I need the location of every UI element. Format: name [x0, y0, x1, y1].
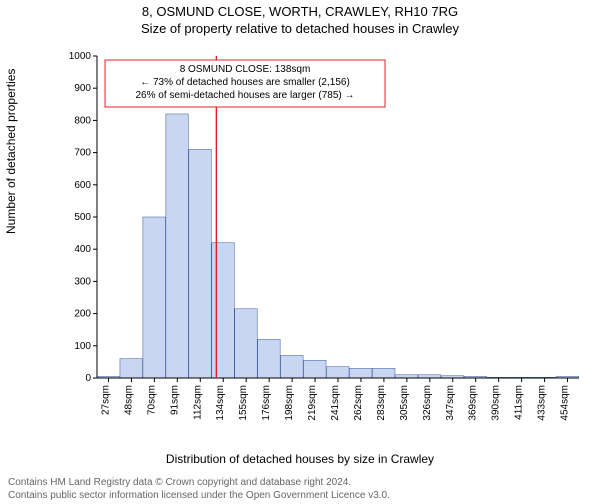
- x-tick-label: 176sqm: [261, 385, 272, 421]
- x-tick-label: 48sqm: [123, 385, 134, 415]
- x-tick-label: 27sqm: [100, 385, 111, 415]
- x-tick-label: 241sqm: [330, 385, 341, 421]
- x-tick-label: 198sqm: [284, 385, 295, 421]
- histogram-bar: [372, 368, 394, 378]
- annotation-line: ← 73% of detached houses are smaller (2,…: [140, 77, 350, 88]
- page-title: 8, OSMUND CLOSE, WORTH, CRAWLEY, RH10 7R…: [0, 4, 600, 19]
- x-tick-label: 347sqm: [445, 385, 456, 421]
- svg-text:100: 100: [74, 341, 91, 352]
- svg-text:800: 800: [74, 115, 91, 126]
- x-tick-label: 326sqm: [422, 385, 433, 421]
- page-subtitle: Size of property relative to detached ho…: [0, 21, 600, 36]
- x-tick-label: 262sqm: [353, 385, 364, 421]
- x-tick-label: 283sqm: [376, 385, 387, 421]
- svg-text:700: 700: [74, 148, 91, 159]
- histogram-bar: [327, 367, 349, 378]
- histogram-bar: [258, 339, 280, 378]
- x-tick-label: 155sqm: [238, 385, 249, 421]
- histogram-bar: [235, 309, 257, 378]
- histogram-bar: [212, 243, 234, 378]
- svg-text:200: 200: [74, 309, 91, 320]
- x-tick-label: 112sqm: [192, 385, 203, 420]
- chart-area: 0 100 200 300 400 500 600 700 800 900 1000 27sqm 48s…: [55, 48, 585, 428]
- svg-text:600: 600: [74, 180, 91, 191]
- footer-line-2: Contains public sector information licen…: [8, 489, 390, 502]
- y-axis-label: Number of detached properties: [4, 69, 18, 234]
- histogram-bar: [281, 355, 303, 378]
- svg-text:300: 300: [74, 276, 91, 287]
- svg-text:500: 500: [74, 212, 91, 223]
- svg-text:0: 0: [85, 373, 91, 384]
- histogram-bar: [166, 114, 188, 378]
- histogram-plot: 0 100 200 300 400 500 600 700 800 900 1000 27sqm 48s…: [55, 48, 585, 428]
- x-tick-label: 70sqm: [146, 385, 157, 415]
- x-tick-label: 390sqm: [491, 385, 502, 421]
- histogram-bar: [349, 368, 371, 378]
- x-tick-label: 305sqm: [399, 385, 410, 421]
- x-tick-label: 134sqm: [215, 385, 226, 421]
- svg-text:900: 900: [74, 83, 91, 94]
- histogram-bar: [304, 360, 326, 378]
- x-tick-label: 219sqm: [307, 385, 318, 421]
- annotation-line: 26% of semi-detached houses are larger (…: [135, 90, 354, 101]
- histogram-bar: [143, 217, 165, 378]
- annotation-line: 8 OSMUND CLOSE: 138sqm: [180, 64, 311, 75]
- x-axis-label: Distribution of detached houses by size …: [0, 452, 600, 466]
- footer-attribution: Contains HM Land Registry data © Crown c…: [8, 476, 390, 502]
- x-tick-label: 91sqm: [169, 385, 180, 415]
- svg-text:400: 400: [74, 244, 91, 255]
- x-tick-label: 411sqm: [514, 385, 525, 420]
- svg-text:1000: 1000: [69, 51, 92, 62]
- footer-line-1: Contains HM Land Registry data © Crown c…: [8, 476, 390, 489]
- x-tick-label: 369sqm: [468, 385, 479, 421]
- histogram-bar: [120, 359, 142, 378]
- histogram-bar: [189, 149, 211, 378]
- x-tick-label: 433sqm: [537, 385, 548, 421]
- x-tick-label: 454sqm: [560, 385, 571, 421]
